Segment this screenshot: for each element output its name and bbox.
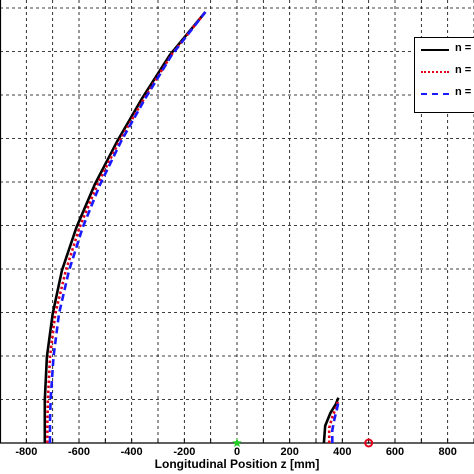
x-tick-label: 0 (234, 446, 240, 458)
marker-layer (232, 438, 374, 448)
x-tick-label: -200 (173, 446, 195, 458)
legend-label: n = (455, 42, 472, 54)
x-tick-label: 600 (386, 446, 404, 458)
legend-swatch (421, 49, 449, 51)
legend-entry: n = (419, 63, 474, 79)
grid-lines (0, 0, 474, 443)
x-tick-label: -800 (15, 446, 37, 458)
legend-swatch (421, 71, 449, 73)
series-line-1 (46, 11, 207, 443)
x-axis-label: Longitudinal Position z [mm] (154, 457, 320, 471)
x-tick-label: 400 (333, 446, 351, 458)
x-tick-label: 800 (438, 446, 456, 458)
legend-swatch (421, 93, 449, 95)
series-line-0 (43, 11, 207, 443)
legend: n = n = n = (414, 37, 474, 113)
marker-star (232, 438, 242, 447)
legend-entry: n = (419, 85, 474, 101)
x-tick-labels: -800 -600 -400 -200 0 200 400 600 800 (15, 446, 457, 458)
legend-entry: n = (419, 41, 474, 57)
x-tick-label: 200 (280, 446, 298, 458)
series-layer (43, 11, 340, 444)
x-tick-label: -600 (68, 446, 90, 458)
series-line-5 (331, 401, 340, 443)
legend-label: n = (455, 64, 472, 76)
legend-label: n = (455, 86, 472, 98)
series-line-2 (48, 11, 207, 443)
marker-circle (364, 438, 374, 448)
x-tick-label: -400 (121, 446, 143, 458)
